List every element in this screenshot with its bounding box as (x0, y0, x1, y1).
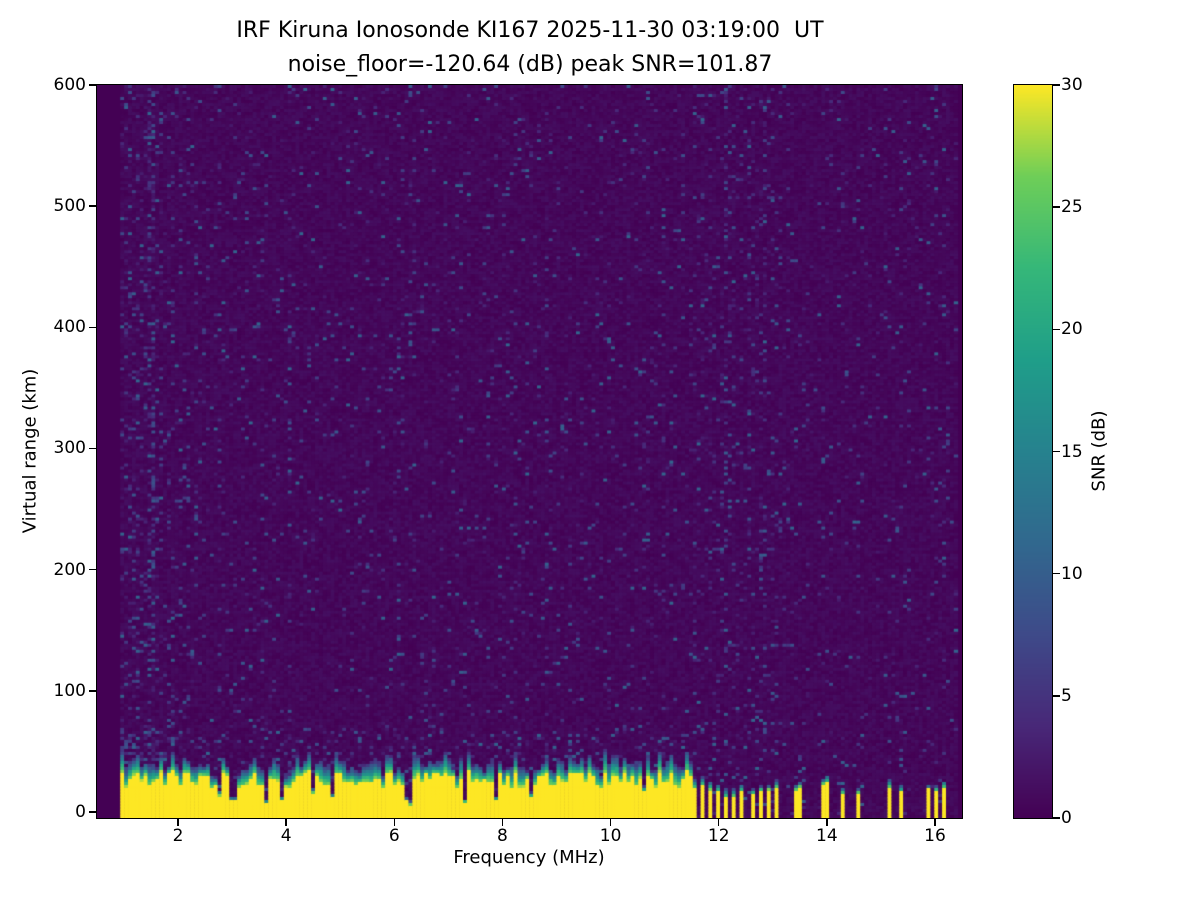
y-tick (89, 326, 96, 329)
colorbar-tick (1053, 572, 1060, 575)
y-tick-label: 200 (53, 559, 86, 580)
colorbar-gradient (1014, 85, 1052, 818)
y-tick (89, 447, 96, 450)
y-tick (89, 568, 96, 571)
x-tick-label: 14 (816, 826, 838, 846)
x-tick (609, 819, 612, 826)
colorbar-tick (1053, 817, 1060, 819)
x-axis-label: Frequency (MHz) (453, 847, 605, 868)
x-tick-label: 10 (599, 826, 622, 846)
y-tick (89, 811, 96, 813)
colorbar-tick (1053, 206, 1060, 208)
chart-title: IRF Kiruna Ionosonde KI167 2025-11-30 03… (236, 18, 824, 43)
colorbar-tick (1053, 450, 1060, 453)
y-tick (89, 84, 96, 86)
y-tick-label: 600 (53, 75, 86, 95)
y-tick (89, 205, 96, 207)
colorbar-tick (1053, 84, 1060, 86)
x-tick-label: 4 (280, 826, 292, 846)
colorbar-tick-label: 10 (1061, 563, 1083, 584)
y-tick-label: 400 (53, 317, 86, 338)
y-tick-label: 0 (75, 801, 86, 822)
x-tick (934, 819, 936, 826)
x-tick (501, 819, 504, 826)
chart-subtitle: noise_floor=-120.64 (dB) peak SNR=101.87 (287, 52, 773, 77)
x-tick (717, 819, 720, 826)
y-tick-label: 300 (53, 438, 86, 459)
ionogram-heatmap (97, 85, 962, 818)
colorbar-label: SNR (dB) (1088, 410, 1110, 492)
x-tick-label: 12 (707, 826, 730, 846)
colorbar-tick-label: 0 (1061, 808, 1072, 828)
y-tick (89, 690, 96, 692)
x-tick-label: 2 (172, 826, 184, 846)
y-axis-label: Virtual range (km) (19, 368, 41, 534)
colorbar: 0 5 10 15 20 25 30 (1013, 75, 1083, 828)
colorbar-tick (1053, 695, 1060, 697)
x-tick (285, 819, 287, 826)
x-tick (393, 819, 396, 826)
colorbar-tick-label: 15 (1061, 441, 1083, 462)
y-tick-label: 500 (53, 196, 86, 217)
x-tick-label: 16 (924, 826, 946, 846)
x-tick-label: 8 (497, 826, 508, 846)
x-tick-label: 6 (388, 826, 400, 846)
colorbar-tick-label: 25 (1061, 197, 1083, 218)
y-tick-label: 100 (53, 680, 86, 701)
colorbar-tick-label: 20 (1061, 319, 1083, 340)
colorbar-tick-label: 5 (1061, 685, 1072, 706)
x-tick (826, 819, 828, 826)
plot-area: 2 4 6 8 10 12 14 16 0 100 200 300 400 500 600 (54, 75, 963, 846)
colorbar-tick (1053, 328, 1060, 331)
x-tick (177, 819, 179, 826)
colorbar-tick-label: 30 (1061, 75, 1083, 95)
